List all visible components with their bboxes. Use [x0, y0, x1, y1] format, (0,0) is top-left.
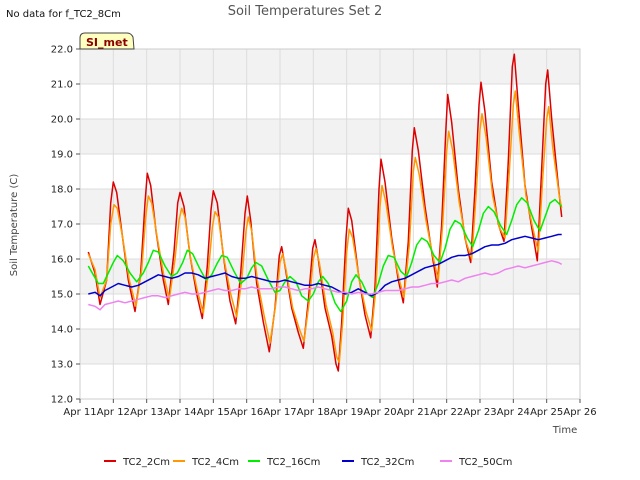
y-tick-label: 19.0 — [51, 150, 73, 161]
y-tick-label: 16.0 — [51, 255, 73, 266]
series-line-TC2_2Cm — [87, 53, 563, 372]
no-data-note: No data for f_TC2_8Cm — [6, 9, 121, 20]
y-tick-label: 20.0 — [51, 115, 73, 126]
x-tick-label: Apr 16 — [230, 407, 263, 418]
background-band — [80, 49, 580, 84]
x-tick-label: Apr 20 — [363, 407, 396, 418]
chart-title: Soil Temperatures Set 2 — [228, 4, 383, 19]
x-tick-label: Apr 19 — [330, 407, 363, 418]
station-badge: SI_met — [79, 32, 135, 50]
badge-shape — [79, 32, 135, 50]
legend-label-TC2_2Cm: TC2_2Cm — [122, 457, 170, 468]
y-tick-label: 12.0 — [51, 395, 73, 406]
x-tick-label: Apr 24 — [497, 407, 530, 418]
x-tick-label: Apr 21 — [397, 407, 430, 418]
y-tick-label: 17.0 — [51, 220, 73, 231]
y-tick-label: 21.0 — [51, 80, 73, 91]
legend-label-TC2_16Cm: TC2_16Cm — [266, 457, 320, 468]
x-tick-label: Apr 14 — [163, 407, 196, 418]
x-tick-label: Apr 25 — [530, 407, 563, 418]
background-band — [80, 329, 580, 364]
x-tick-label: Apr 23 — [463, 407, 496, 418]
legend-label-TC2_32Cm: TC2_32Cm — [360, 457, 414, 468]
series-line-TC2_16Cm — [87, 197, 563, 313]
x-tick-label: Apr 26 — [563, 407, 596, 418]
y-axis-label: Soil Temperature (C) — [9, 174, 20, 277]
x-tick-label: Apr 11 — [63, 407, 96, 418]
y-axis: 12.0 13.0 14.0 15.0 16.0 17.0 18.0 19.0 20.0 21.0… — [51, 45, 80, 406]
y-tick-label: 22.0 — [51, 45, 73, 56]
x-tick-label: Apr 15 — [197, 407, 230, 418]
legend: TC2_2Cm TC2_4Cm TC2_16Cm TC2_32Cm TC2_50Cm — [104, 457, 512, 468]
series-line-TC2_32Cm — [88, 233, 562, 297]
x-tick-label: Apr 17 — [263, 407, 296, 418]
series-lines — [87, 53, 563, 372]
y-tick-label: 14.0 — [51, 325, 73, 336]
badge-label: SI_met — [86, 36, 128, 49]
y-tick-label: 15.0 — [51, 290, 73, 301]
y-tick-label: 18.0 — [51, 185, 73, 196]
legend-label-TC2_4Cm: TC2_4Cm — [191, 457, 239, 468]
x-tick-label: Apr 18 — [297, 407, 330, 418]
x-tick-label: Apr 13 — [130, 407, 163, 418]
series-line-TC2_50Cm — [88, 260, 563, 311]
background-band — [80, 119, 580, 154]
x-tick-label: Apr 12 — [97, 407, 130, 418]
legend-label-TC2_50Cm: TC2_50Cm — [458, 457, 512, 468]
x-axis: Apr 11 Apr 12 Apr 13 Apr 14 Apr 15 Apr 16 Apr … — [63, 399, 597, 418]
x-tick-label: Apr 22 — [430, 407, 463, 418]
x-axis-label: Time — [552, 425, 577, 436]
y-tick-label: 13.0 — [51, 360, 73, 371]
series-line-TC2_4Cm — [87, 90, 563, 364]
